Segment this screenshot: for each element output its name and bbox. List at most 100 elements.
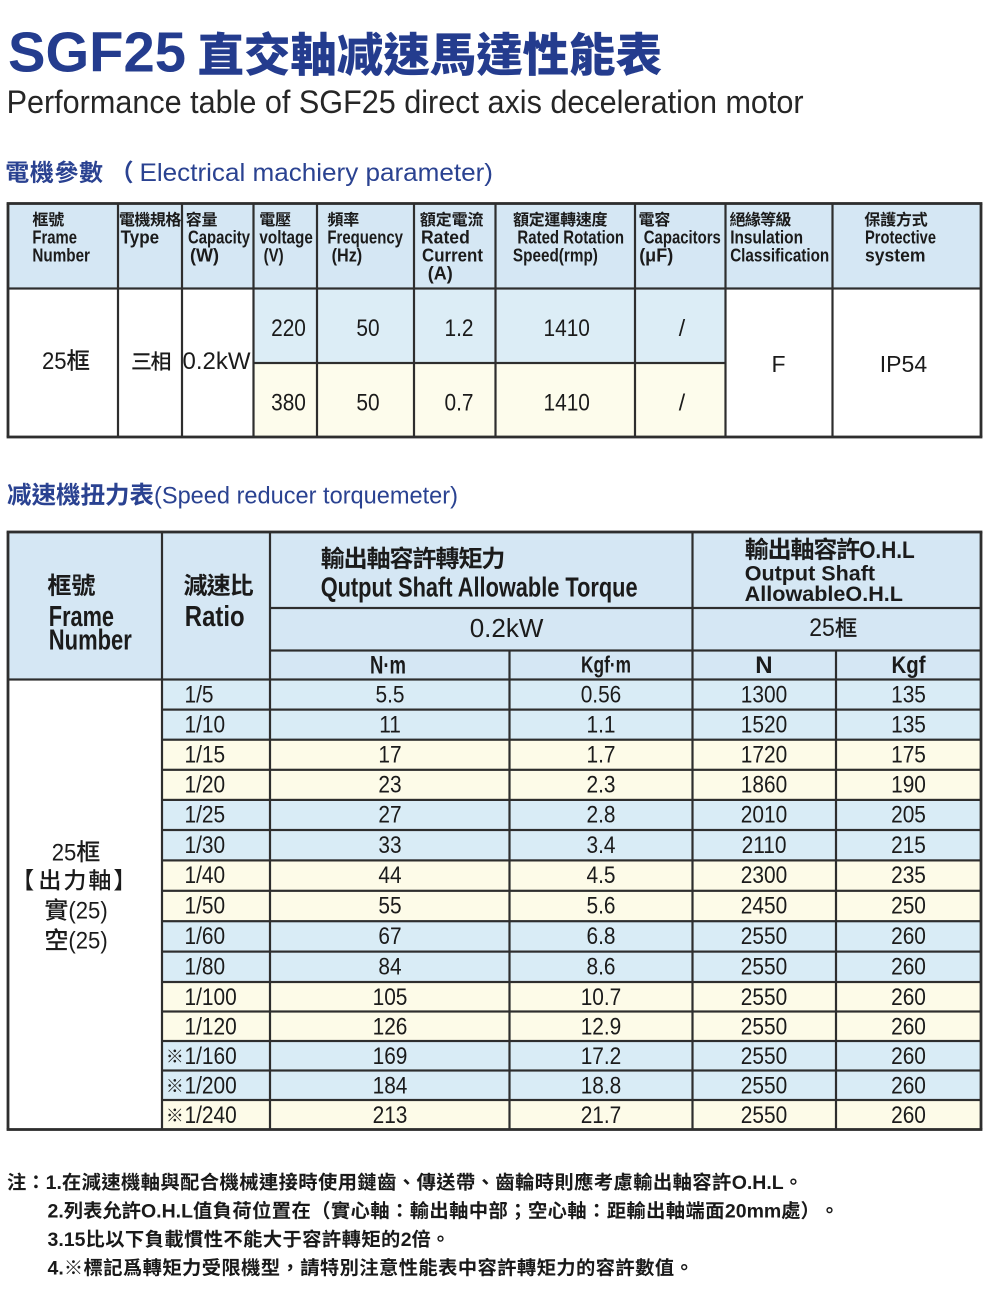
- svg-text:126: 126: [373, 1013, 408, 1040]
- svg-text:Frame: Frame: [49, 601, 114, 633]
- svg-text:205: 205: [891, 802, 926, 829]
- svg-text:0.2kW: 0.2kW: [183, 348, 251, 375]
- svg-text:1410: 1410: [544, 390, 590, 417]
- svg-text:Number: Number: [49, 625, 132, 657]
- svg-text:2.: 2.: [48, 1201, 64, 1223]
- svg-text:voltage: voltage: [259, 227, 313, 247]
- svg-text:50: 50: [356, 390, 379, 417]
- svg-text:8.6: 8.6: [587, 953, 616, 980]
- svg-text:2550: 2550: [741, 1013, 787, 1040]
- svg-text:(A): (A): [428, 264, 453, 284]
- svg-text:260: 260: [891, 984, 926, 1011]
- svg-text:2.8: 2.8: [587, 802, 616, 829]
- svg-text:1.1: 1.1: [587, 711, 616, 738]
- svg-text:17: 17: [378, 742, 401, 769]
- svg-text:(μF): (μF): [639, 246, 673, 266]
- svg-text:10.7: 10.7: [581, 984, 622, 1011]
- svg-text:260: 260: [891, 1013, 926, 1040]
- svg-text:5.5: 5.5: [376, 681, 405, 708]
- svg-text:0.2kW: 0.2kW: [470, 613, 544, 643]
- svg-text:N·m: N·m: [370, 652, 406, 680]
- svg-text:(Speed reducer torquemeter): (Speed reducer torquemeter): [154, 483, 458, 510]
- svg-text:84: 84: [378, 953, 401, 980]
- svg-text:Ratio: Ratio: [185, 601, 245, 633]
- svg-text:55: 55: [378, 893, 401, 920]
- svg-text:1/100: 1/100: [185, 984, 237, 1011]
- svg-text:50: 50: [356, 315, 379, 342]
- svg-text:1/160: 1/160: [185, 1043, 237, 1070]
- svg-text:2550: 2550: [741, 1043, 787, 1070]
- svg-text:Kgf: Kgf: [892, 652, 927, 679]
- svg-text:Capacity: Capacity: [188, 227, 250, 247]
- svg-text:Frame: Frame: [32, 227, 77, 247]
- svg-text:20mm: 20mm: [725, 1201, 781, 1223]
- svg-text:260: 260: [891, 923, 926, 950]
- svg-text:AllowableO.H.L: AllowableO.H.L: [745, 582, 903, 606]
- svg-text:5.6: 5.6: [587, 893, 616, 920]
- svg-text:3.4: 3.4: [587, 832, 616, 859]
- svg-text:2450: 2450: [741, 893, 787, 920]
- svg-text:Type: Type: [121, 227, 160, 247]
- svg-text:1.7: 1.7: [587, 742, 616, 769]
- svg-text:1/50: 1/50: [185, 893, 226, 920]
- svg-text:21.7: 21.7: [581, 1102, 622, 1129]
- svg-text:2550: 2550: [741, 923, 787, 950]
- svg-text:Frequency: Frequency: [327, 227, 403, 247]
- svg-text:/: /: [679, 315, 686, 341]
- svg-text:380: 380: [271, 390, 306, 417]
- svg-text:Qutput Shaft Allowable Torque: Qutput Shaft Allowable Torque: [321, 571, 638, 602]
- svg-text:N: N: [755, 652, 772, 679]
- svg-text:260: 260: [891, 1072, 926, 1099]
- svg-text:1410: 1410: [544, 315, 590, 342]
- svg-text:Current: Current: [422, 246, 483, 266]
- svg-text:190: 190: [891, 772, 926, 799]
- svg-text:2.3: 2.3: [587, 772, 616, 799]
- svg-text:Kgf·m: Kgf·m: [581, 652, 631, 678]
- svg-text:1/80: 1/80: [185, 953, 226, 980]
- svg-text:3.15: 3.15: [48, 1229, 86, 1251]
- svg-text:17.2: 17.2: [581, 1043, 622, 1070]
- svg-text:(Hz): (Hz): [332, 246, 363, 266]
- svg-text:18.8: 18.8: [581, 1072, 622, 1099]
- svg-text:(25): (25): [68, 928, 107, 955]
- svg-text:2550: 2550: [741, 1102, 787, 1129]
- svg-text:250: 250: [891, 893, 926, 920]
- svg-text:215: 215: [891, 832, 926, 859]
- svg-text:1300: 1300: [741, 681, 787, 708]
- svg-text:175: 175: [891, 742, 926, 769]
- svg-text:Output Shaft: Output Shaft: [745, 561, 875, 585]
- svg-text:2010: 2010: [741, 802, 787, 829]
- svg-text:Rated: Rated: [421, 227, 470, 247]
- svg-text:O.H.L: O.H.L: [859, 537, 915, 564]
- svg-text:O.H.L: O.H.L: [141, 1201, 193, 1223]
- svg-text:169: 169: [373, 1043, 408, 1070]
- svg-text:4.: 4.: [48, 1258, 64, 1280]
- svg-text:Insulation: Insulation: [730, 227, 803, 247]
- svg-text:135: 135: [891, 711, 926, 738]
- svg-text:213: 213: [373, 1102, 408, 1129]
- svg-text:260: 260: [891, 1043, 926, 1070]
- svg-text:2550: 2550: [741, 1072, 787, 1099]
- svg-text:Speed(rmp): Speed(rmp): [513, 246, 598, 266]
- svg-text:2: 2: [401, 1229, 412, 1251]
- svg-text:1/200: 1/200: [185, 1072, 237, 1099]
- svg-text:4.5: 4.5: [587, 862, 616, 889]
- svg-text:2300: 2300: [741, 862, 787, 889]
- svg-text:0.7: 0.7: [445, 390, 474, 417]
- svg-text:Capacitors: Capacitors: [644, 227, 721, 247]
- svg-text:1/120: 1/120: [185, 1013, 237, 1040]
- svg-text:260: 260: [891, 953, 926, 980]
- svg-text:67: 67: [378, 923, 401, 950]
- svg-text:1.: 1.: [46, 1172, 62, 1194]
- svg-text:2550: 2550: [741, 953, 787, 980]
- svg-text:105: 105: [373, 984, 408, 1011]
- svg-text:1/25: 1/25: [185, 802, 226, 829]
- svg-text:12.9: 12.9: [581, 1013, 622, 1040]
- svg-text:1/20: 1/20: [185, 772, 226, 799]
- svg-text:44: 44: [378, 862, 401, 889]
- svg-text:system: system: [865, 246, 926, 266]
- svg-text:O.H.L: O.H.L: [732, 1172, 784, 1194]
- svg-text:/: /: [679, 390, 686, 416]
- svg-text:235: 235: [891, 862, 926, 889]
- svg-text:27: 27: [378, 802, 401, 829]
